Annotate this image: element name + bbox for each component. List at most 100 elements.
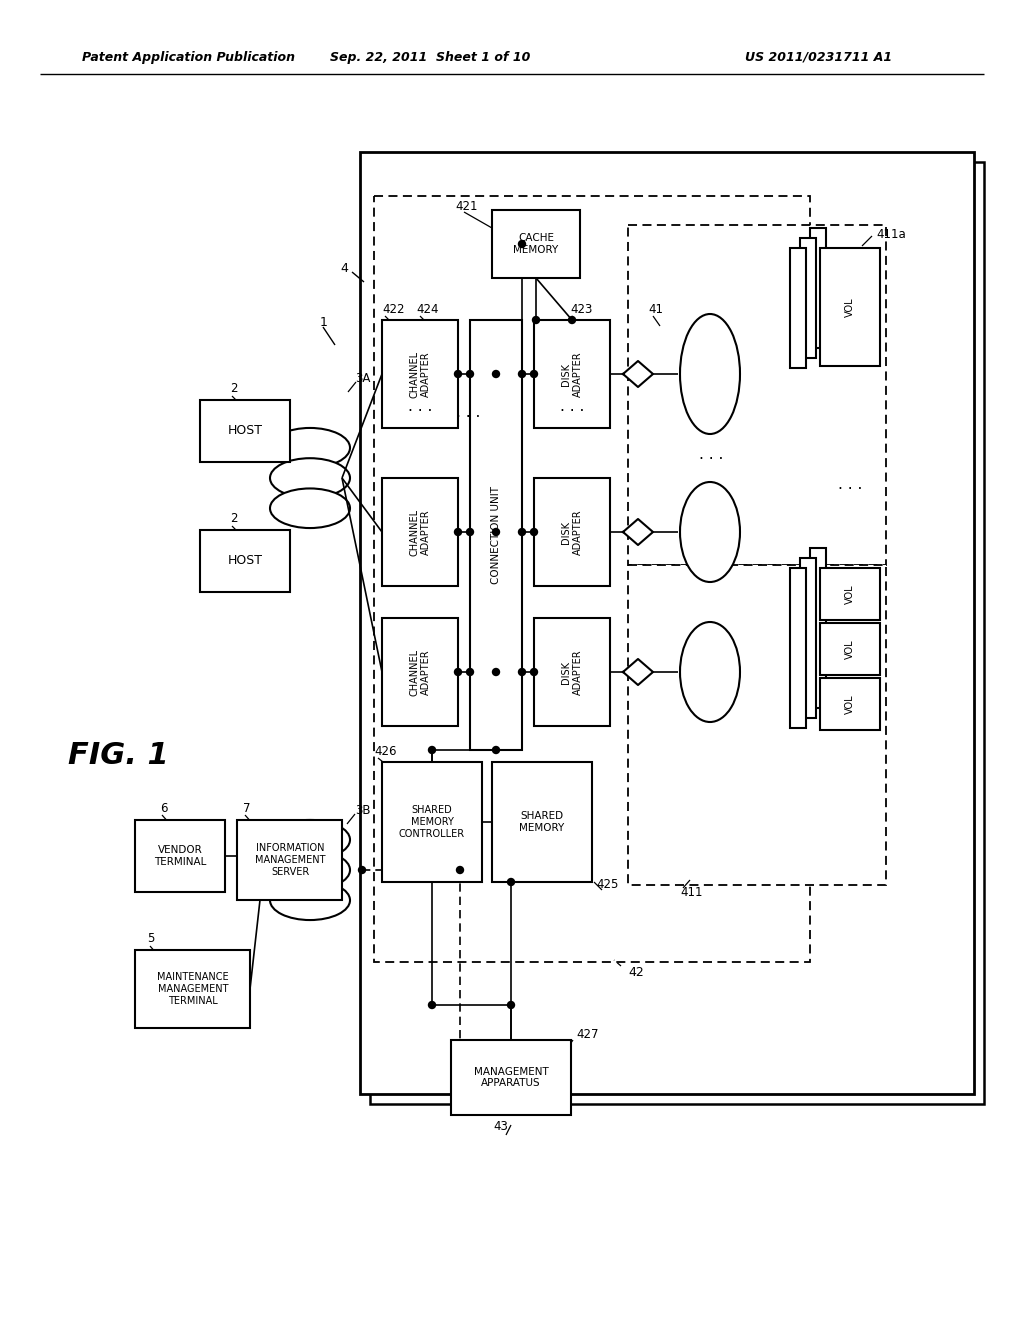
FancyBboxPatch shape bbox=[810, 548, 826, 708]
FancyBboxPatch shape bbox=[374, 195, 810, 962]
Text: CHANNEL
ADAPTER: CHANNEL ADAPTER bbox=[410, 648, 431, 696]
Text: · · ·: · · · bbox=[560, 404, 584, 420]
Circle shape bbox=[532, 317, 540, 323]
Text: MANAGEMENT
APPARATUS: MANAGEMENT APPARATUS bbox=[474, 1067, 549, 1088]
Text: VOL: VOL bbox=[845, 297, 855, 317]
Circle shape bbox=[457, 866, 464, 874]
FancyBboxPatch shape bbox=[534, 319, 610, 428]
FancyBboxPatch shape bbox=[200, 400, 290, 462]
Text: 1: 1 bbox=[319, 315, 328, 329]
Text: HOST: HOST bbox=[227, 554, 262, 568]
FancyBboxPatch shape bbox=[382, 478, 458, 586]
FancyBboxPatch shape bbox=[135, 950, 250, 1028]
FancyBboxPatch shape bbox=[492, 210, 580, 279]
Text: VOL: VOL bbox=[845, 585, 855, 603]
Text: 426: 426 bbox=[374, 744, 396, 758]
Text: 2: 2 bbox=[230, 381, 238, 395]
Text: 3B: 3B bbox=[355, 804, 371, 817]
FancyBboxPatch shape bbox=[135, 820, 225, 892]
Circle shape bbox=[508, 879, 514, 886]
Text: · · ·: · · · bbox=[838, 483, 862, 498]
Circle shape bbox=[568, 317, 575, 323]
FancyBboxPatch shape bbox=[820, 623, 880, 675]
Text: VOL: VOL bbox=[845, 639, 855, 659]
FancyBboxPatch shape bbox=[790, 248, 806, 368]
Text: Sep. 22, 2011  Sheet 1 of 10: Sep. 22, 2011 Sheet 1 of 10 bbox=[330, 50, 530, 63]
FancyBboxPatch shape bbox=[800, 238, 816, 358]
Text: 411a: 411a bbox=[876, 228, 906, 242]
Circle shape bbox=[530, 371, 538, 378]
Circle shape bbox=[518, 528, 525, 536]
Polygon shape bbox=[623, 659, 653, 685]
FancyBboxPatch shape bbox=[451, 1040, 571, 1115]
FancyBboxPatch shape bbox=[810, 228, 826, 348]
Ellipse shape bbox=[270, 820, 350, 859]
Text: VOL: VOL bbox=[845, 694, 855, 714]
Ellipse shape bbox=[270, 880, 350, 920]
Text: 43: 43 bbox=[494, 1121, 509, 1134]
Circle shape bbox=[467, 371, 473, 378]
Text: DISK
ADAPTER: DISK ADAPTER bbox=[561, 510, 583, 554]
FancyBboxPatch shape bbox=[534, 478, 610, 586]
Circle shape bbox=[455, 528, 462, 536]
Ellipse shape bbox=[270, 458, 350, 498]
Circle shape bbox=[455, 371, 462, 378]
Text: 3A: 3A bbox=[355, 371, 371, 384]
Polygon shape bbox=[623, 519, 653, 545]
FancyBboxPatch shape bbox=[370, 162, 984, 1104]
FancyBboxPatch shape bbox=[800, 558, 816, 718]
FancyBboxPatch shape bbox=[470, 319, 522, 750]
Text: CACHE
MEMORY: CACHE MEMORY bbox=[513, 234, 559, 255]
FancyBboxPatch shape bbox=[492, 762, 592, 882]
Text: DISK
ADAPTER: DISK ADAPTER bbox=[561, 649, 583, 694]
Text: 423: 423 bbox=[570, 304, 592, 315]
Circle shape bbox=[530, 528, 538, 536]
Text: SHARED
MEMORY
CONTROLLER: SHARED MEMORY CONTROLLER bbox=[399, 805, 465, 838]
FancyBboxPatch shape bbox=[820, 678, 880, 730]
Ellipse shape bbox=[270, 488, 350, 528]
Ellipse shape bbox=[270, 428, 350, 467]
Circle shape bbox=[493, 668, 500, 676]
Text: 42: 42 bbox=[628, 965, 644, 978]
Text: 422: 422 bbox=[382, 304, 404, 315]
Text: 427: 427 bbox=[575, 1027, 598, 1040]
Circle shape bbox=[493, 528, 500, 536]
FancyBboxPatch shape bbox=[534, 618, 610, 726]
Circle shape bbox=[428, 747, 435, 754]
Text: Patent Application Publication: Patent Application Publication bbox=[82, 50, 295, 63]
Text: US 2011/0231711 A1: US 2011/0231711 A1 bbox=[745, 50, 892, 63]
Text: 424: 424 bbox=[416, 304, 438, 315]
FancyBboxPatch shape bbox=[360, 152, 974, 1094]
Text: MAINTENANCE
MANAGEMENT
TERMINAL: MAINTENANCE MANAGEMENT TERMINAL bbox=[158, 973, 228, 1006]
Text: FIG. 1: FIG. 1 bbox=[68, 741, 169, 770]
FancyBboxPatch shape bbox=[628, 224, 886, 565]
Text: VENDOR
TERMINAL: VENDOR TERMINAL bbox=[154, 845, 206, 867]
FancyBboxPatch shape bbox=[237, 820, 342, 900]
FancyBboxPatch shape bbox=[790, 568, 806, 729]
Text: · · ·: · · · bbox=[456, 411, 480, 425]
Circle shape bbox=[508, 1002, 514, 1008]
Text: SHARED
MEMORY: SHARED MEMORY bbox=[519, 812, 564, 833]
FancyBboxPatch shape bbox=[820, 248, 880, 366]
FancyBboxPatch shape bbox=[382, 762, 482, 882]
Text: 5: 5 bbox=[147, 932, 155, 945]
Ellipse shape bbox=[680, 314, 740, 434]
Circle shape bbox=[358, 866, 366, 874]
Polygon shape bbox=[623, 360, 653, 387]
FancyBboxPatch shape bbox=[820, 568, 880, 620]
Circle shape bbox=[518, 371, 525, 378]
Text: 7: 7 bbox=[243, 803, 251, 814]
Ellipse shape bbox=[680, 482, 740, 582]
Circle shape bbox=[467, 668, 473, 676]
Text: 425: 425 bbox=[596, 878, 618, 891]
FancyBboxPatch shape bbox=[628, 565, 886, 884]
FancyBboxPatch shape bbox=[382, 618, 458, 726]
Text: CHANNEL
ADAPTER: CHANNEL ADAPTER bbox=[410, 350, 431, 397]
FancyBboxPatch shape bbox=[200, 531, 290, 591]
Text: 421: 421 bbox=[455, 199, 477, 213]
Text: HOST: HOST bbox=[227, 425, 262, 437]
Circle shape bbox=[428, 1002, 435, 1008]
Text: · · ·: · · · bbox=[408, 404, 432, 420]
Circle shape bbox=[493, 371, 500, 378]
Text: 6: 6 bbox=[160, 803, 168, 814]
